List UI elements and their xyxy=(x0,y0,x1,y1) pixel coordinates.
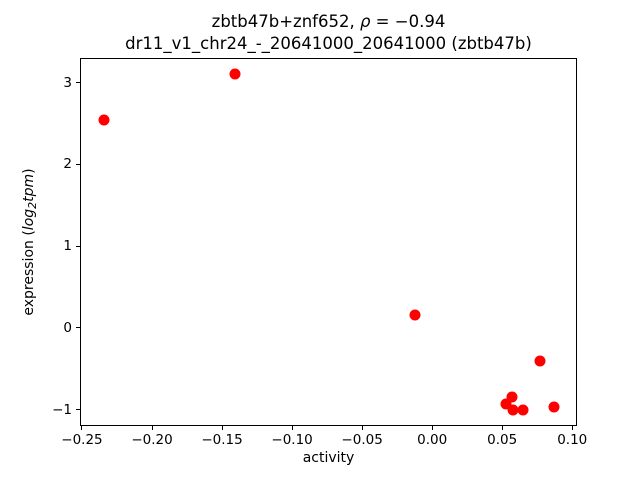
chart-title-block: zbtb47b+znf652, ρ = −0.94 dr11_v1_chr24_… xyxy=(80,11,577,54)
x-tick xyxy=(431,426,433,430)
y-tick xyxy=(76,163,80,165)
y-tick xyxy=(76,327,80,329)
x-tick-label: −0.10 xyxy=(271,432,313,448)
y-tick-label: −1 xyxy=(52,401,72,418)
ylabel-tpm: tpm xyxy=(21,173,37,202)
x-tick-label: −0.05 xyxy=(341,432,383,448)
y-tick-label: 2 xyxy=(63,156,72,173)
data-point xyxy=(500,398,512,410)
x-tick xyxy=(291,426,293,430)
ylabel-text-post: ) xyxy=(21,168,37,174)
y-tick xyxy=(76,245,80,247)
x-axis-label: activity xyxy=(302,450,355,466)
x-tick xyxy=(221,426,223,430)
x-tick-label: −0.25 xyxy=(61,432,103,448)
chart-subtitle: dr11_v1_chr24_-_20641000_20641000 (zbtb4… xyxy=(125,33,532,53)
x-tick xyxy=(151,426,153,430)
y-tick-label: 3 xyxy=(63,74,72,91)
data-point xyxy=(98,114,110,126)
plot-area xyxy=(80,58,577,426)
title-text-post: = −0.94 xyxy=(370,12,446,31)
y-tick xyxy=(76,409,80,411)
data-point xyxy=(506,391,518,403)
ylabel-log: log xyxy=(21,208,37,231)
x-tick xyxy=(81,426,83,430)
y-tick xyxy=(76,82,80,84)
x-tick xyxy=(571,426,573,430)
data-point xyxy=(507,404,519,416)
ylabel-text-pre: expression ( xyxy=(21,230,37,316)
title-rho-symbol: ρ xyxy=(359,12,371,31)
y-tick-label: 0 xyxy=(63,319,72,336)
data-point xyxy=(548,401,560,413)
x-tick xyxy=(501,426,503,430)
data-point xyxy=(517,404,529,416)
x-tick-label: 0.00 xyxy=(417,432,448,448)
x-tick-label: 0.10 xyxy=(557,432,588,448)
x-tick xyxy=(361,426,363,430)
data-point xyxy=(229,68,241,80)
x-tick-label: 0.05 xyxy=(487,432,518,448)
y-axis-label: expression (log2tpm) xyxy=(21,168,39,315)
ylabel-subscript: 2 xyxy=(26,201,39,209)
x-tick-label: −0.20 xyxy=(131,432,173,448)
data-point xyxy=(534,355,546,367)
data-point xyxy=(409,309,421,321)
chart-title: zbtb47b+znf652, ρ = −0.94 xyxy=(80,11,577,33)
x-tick-label: −0.15 xyxy=(201,432,243,448)
title-text-pre: zbtb47b+znf652, xyxy=(211,12,360,31)
y-tick-label: 1 xyxy=(63,238,72,255)
